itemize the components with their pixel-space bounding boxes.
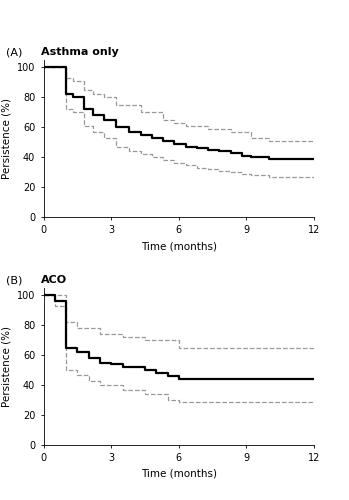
Text: ACO: ACO <box>41 276 67 285</box>
Y-axis label: Persistence (%): Persistence (%) <box>1 98 12 179</box>
X-axis label: Time (months): Time (months) <box>141 469 217 479</box>
Y-axis label: Persistence (%): Persistence (%) <box>1 326 12 407</box>
X-axis label: Time (months): Time (months) <box>141 241 217 251</box>
Text: (A): (A) <box>6 48 22 58</box>
Text: Asthma only: Asthma only <box>41 48 119 58</box>
Text: (B): (B) <box>6 276 22 285</box>
